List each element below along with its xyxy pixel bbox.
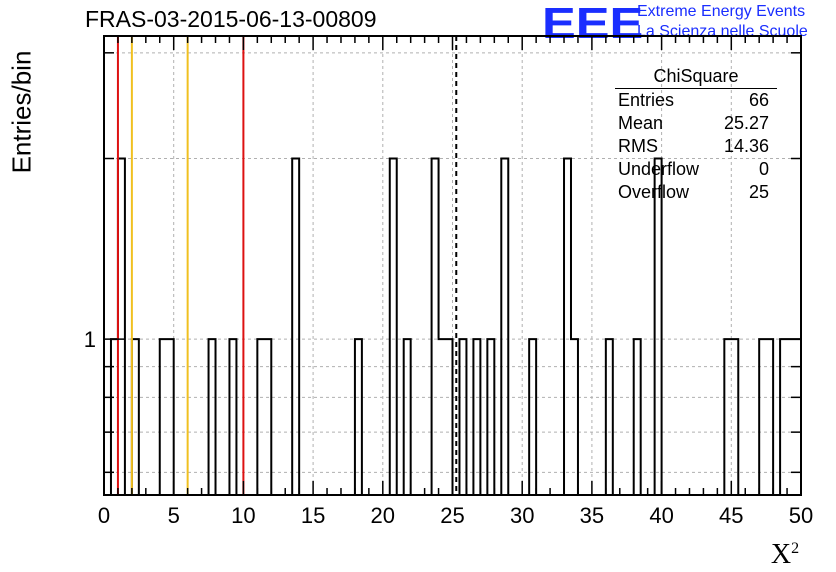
histogram-bin: [759, 339, 766, 495]
histogram-bin: [766, 339, 773, 495]
x-axis-label: X2: [771, 539, 799, 570]
stats-value: 25: [748, 182, 769, 202]
x-axis-label-exponent: 2: [791, 540, 799, 557]
histogram-bin: [132, 339, 139, 495]
stats-row-rms: RMS 14.36: [611, 135, 777, 158]
stats-value: 66: [748, 90, 769, 110]
chart-title: FRAS-03-2015-06-13-00809: [85, 6, 377, 32]
histogram-bin: [724, 339, 731, 495]
histogram-bin: [257, 339, 264, 495]
histogram-bin: [529, 339, 536, 495]
x-tick-label: 35: [580, 503, 604, 528]
histogram-bin: [432, 159, 439, 495]
y-tick-label: 1: [84, 327, 96, 352]
histogram-bin: [731, 339, 738, 495]
stats-label: Overflow: [618, 182, 690, 202]
stats-label: Entries: [618, 90, 675, 110]
histogram-bin: [160, 339, 167, 495]
x-tick-label: 5: [168, 503, 180, 528]
stats-row-mean: Mean 25.27: [611, 112, 777, 135]
axes: 0 5 10 15 20 25 30 35 40 45 50 1: [84, 35, 813, 528]
x-tick-label: 20: [371, 503, 395, 528]
stats-row-entries: Entries 66: [611, 89, 777, 112]
histogram-bin: [390, 159, 397, 495]
stats-title: ChiSquare: [615, 66, 777, 89]
stats-value: 0: [758, 159, 769, 179]
stats-label: Mean: [618, 113, 664, 133]
x-tick-label: 10: [231, 503, 255, 528]
histogram-bin: [446, 339, 453, 495]
x-tick-label: 25: [440, 503, 464, 528]
x-tick-label: 40: [649, 503, 673, 528]
x-axis-label-base: X: [771, 539, 791, 570]
x-tick-label: 30: [510, 503, 534, 528]
stats-label: Underflow: [618, 159, 700, 179]
histogram-bin: [473, 339, 480, 495]
stats-row-overflow: Overflow 25: [611, 181, 777, 204]
histogram-bin: [571, 339, 578, 495]
histogram-bin: [229, 339, 236, 495]
x-tick-label: 15: [301, 503, 325, 528]
histogram-bin: [634, 339, 641, 495]
histogram-bin: [439, 339, 446, 495]
histogram-bin: [167, 339, 174, 495]
histogram-bin: [404, 339, 411, 495]
histogram-bin: [655, 159, 662, 495]
histogram-bin: [292, 159, 299, 495]
stats-box: ChiSquare Entries 66 Mean 25.27 RMS 14.3…: [611, 66, 777, 204]
histogram-bin: [459, 339, 466, 495]
x-tick-label: 45: [719, 503, 743, 528]
histogram-bin: [780, 339, 787, 495]
reference-lines: [116, 36, 458, 495]
x-tick-label: 50: [789, 503, 813, 528]
histogram-bin: [501, 159, 508, 495]
histogram-bin: [355, 339, 362, 495]
histogram-bin: [564, 159, 571, 495]
stats-value: 14.36: [723, 136, 769, 156]
histogram-bin: [606, 339, 613, 495]
histogram-bin: [487, 339, 494, 495]
stats-label: RMS: [618, 136, 658, 156]
x-tick-label: 0: [98, 503, 110, 528]
stats-value: 25.27: [723, 113, 769, 133]
stats-row-underflow: Underflow 0: [611, 158, 777, 181]
logo-line-1: Extreme Energy Events: [637, 3, 806, 20]
histogram-bin: [264, 339, 271, 495]
histogram-bin: [118, 159, 125, 495]
histogram-bin: [209, 339, 216, 495]
